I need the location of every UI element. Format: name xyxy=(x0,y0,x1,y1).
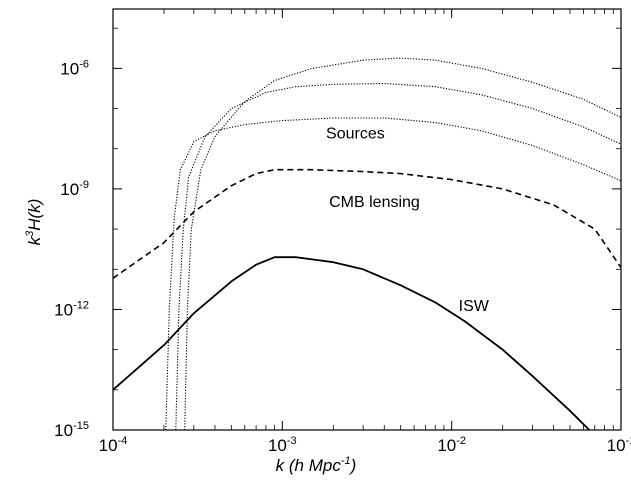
y-tick-label: 10-6 xyxy=(60,58,89,78)
x-tick-label: 10-3 xyxy=(268,435,297,455)
y-tick-label: 10-9 xyxy=(60,179,89,199)
series-line-dotted-4 xyxy=(184,57,622,431)
x-tick-label: 10-4 xyxy=(99,435,128,455)
annotation-label: ISW xyxy=(459,298,490,315)
x-tick-label: 10-2 xyxy=(437,435,466,455)
annotations: Sources CMB lensing ISW xyxy=(326,126,490,315)
x-axis-label: k (h Mpc-1) xyxy=(276,455,357,475)
y-tick-label: 10-15 xyxy=(54,420,89,440)
series-line-dotted-2 xyxy=(165,117,622,431)
annotation-label: CMB lensing xyxy=(329,194,420,211)
y-tick-label: 10-12 xyxy=(54,299,89,319)
series-layer xyxy=(112,57,622,431)
series-line-dotted-3 xyxy=(175,82,622,431)
series-line-dashed-1 xyxy=(112,168,622,279)
plot-frame xyxy=(112,8,622,431)
series-line-solid-0 xyxy=(112,256,590,431)
x-tick-label: 10-1 xyxy=(607,435,631,455)
annotation-label: Sources xyxy=(326,126,385,143)
y-axis-label: k3H(k) xyxy=(24,199,44,246)
axis-ticks xyxy=(112,9,622,431)
tick-labels: 10-4 10-3 10-2 10-1 10-15 10-12 10-9 10-6 xyxy=(54,58,631,455)
